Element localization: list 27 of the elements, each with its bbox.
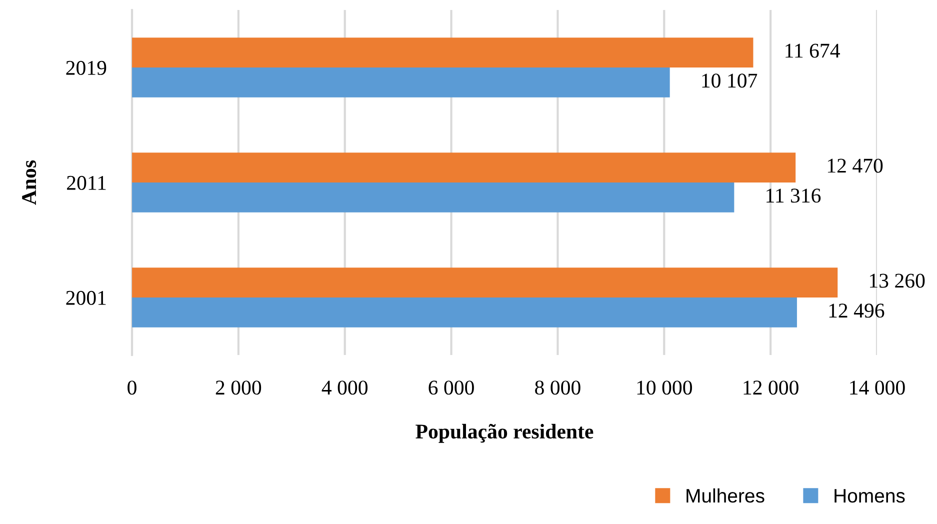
x-tick-label: 8 000	[535, 380, 580, 395]
data-label: 12 496	[829, 304, 884, 318]
x-tick-label: 14 000	[850, 380, 905, 395]
bar	[132, 298, 797, 328]
x-tick-label: 0	[128, 380, 136, 395]
bar	[132, 182, 734, 212]
legend-label: Mulheres	[686, 488, 764, 503]
y-axis-title: Anos	[22, 160, 36, 205]
y-tick-label: 2011	[67, 176, 106, 190]
legend-label: Homens	[834, 489, 905, 503]
bar	[132, 68, 670, 98]
data-label: 11 674	[786, 44, 840, 58]
data-label: 13 260	[870, 274, 925, 288]
x-tick-label: 10 000	[637, 380, 692, 395]
data-label: 11 316	[766, 188, 821, 203]
x-tick-label: 12 000	[744, 380, 798, 395]
bar	[132, 268, 838, 298]
x-tick-label: 4 000	[322, 380, 368, 395]
data-label: 12 470	[828, 158, 883, 173]
x-tick-label: 2 000	[216, 380, 262, 395]
bar	[132, 38, 754, 68]
x-tick-label: 6 000	[428, 380, 474, 395]
y-tick-label: 2001	[66, 290, 106, 305]
y-tick-label: 2019	[66, 60, 106, 75]
x-axis-title: População residente	[416, 424, 594, 443]
bar	[132, 152, 796, 182]
data-label: 10 107	[702, 74, 758, 88]
